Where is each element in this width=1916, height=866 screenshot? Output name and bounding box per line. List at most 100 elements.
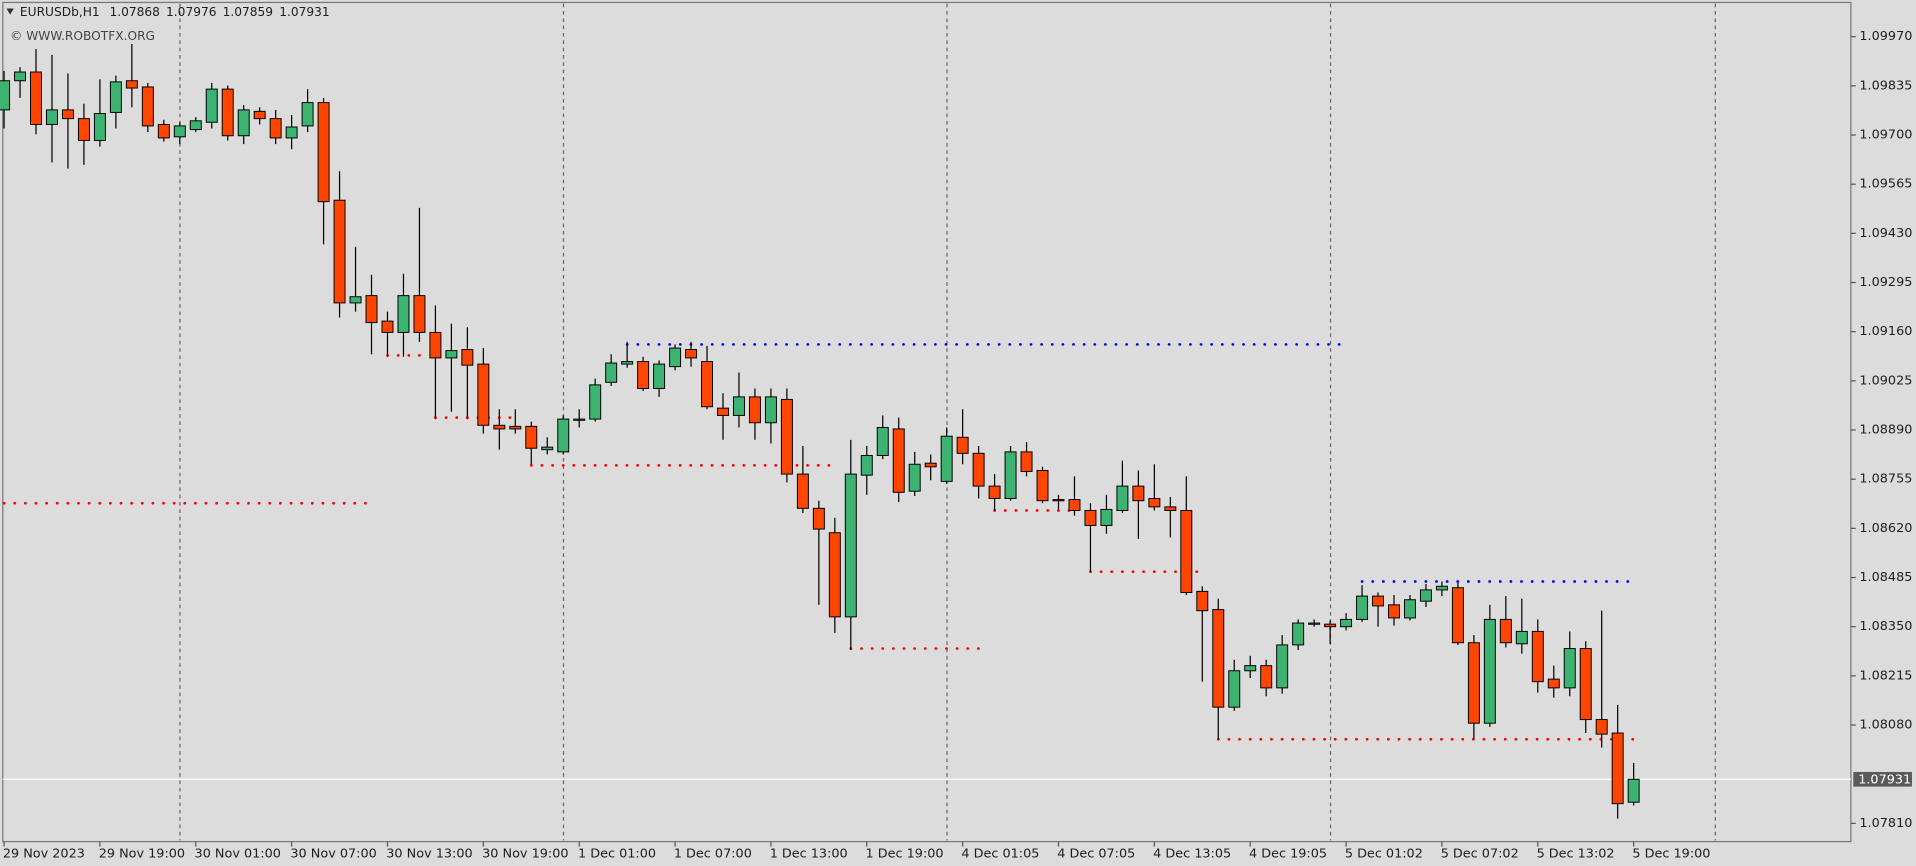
candle-body bbox=[285, 126, 298, 139]
candle-body bbox=[157, 123, 170, 139]
candle-body bbox=[1531, 630, 1544, 683]
candle-body bbox=[1292, 622, 1305, 646]
candle-body bbox=[125, 80, 138, 89]
candle-body bbox=[93, 113, 106, 141]
candle-body bbox=[1116, 485, 1129, 511]
x-tick-label: 4 Dec 19:05 bbox=[1249, 846, 1327, 861]
candle-body bbox=[1132, 485, 1145, 502]
candle-body bbox=[14, 71, 27, 82]
candle-body bbox=[685, 349, 698, 359]
y-tick-label: 1.09700 bbox=[1859, 128, 1912, 143]
y-tick-label: 1.09025 bbox=[1859, 373, 1912, 388]
x-tick-label: 29 Nov 2023 bbox=[3, 846, 85, 861]
candle-body bbox=[365, 295, 378, 324]
plot-frame bbox=[2, 1, 1852, 843]
candle-body bbox=[1547, 678, 1560, 689]
candle-body bbox=[509, 425, 522, 430]
candle-body bbox=[1052, 499, 1065, 502]
candle-body bbox=[1196, 590, 1209, 612]
candle-body bbox=[381, 320, 394, 333]
candle-body bbox=[605, 362, 618, 383]
candle-body bbox=[1483, 618, 1496, 724]
candle-body bbox=[796, 473, 809, 509]
current-price-label: 1.07931 bbox=[1858, 772, 1911, 787]
current-price-box bbox=[1853, 771, 1912, 787]
candle-body bbox=[525, 425, 538, 449]
last-high: 1.07976 bbox=[166, 5, 216, 19]
candle-body bbox=[1100, 508, 1113, 526]
candle-body bbox=[1068, 499, 1081, 511]
candle-body bbox=[1467, 642, 1480, 724]
candle-body bbox=[237, 109, 250, 137]
candle-body bbox=[46, 109, 58, 125]
candle-body bbox=[860, 455, 873, 476]
candle-body bbox=[61, 109, 74, 120]
candle-body bbox=[1260, 665, 1273, 689]
candle-body bbox=[780, 398, 793, 475]
candle-body bbox=[828, 532, 841, 618]
candle-body bbox=[1419, 589, 1432, 602]
y-tick-label: 1.08350 bbox=[1859, 619, 1912, 634]
last-close: 1.07931 bbox=[279, 5, 329, 19]
candle-body bbox=[717, 407, 729, 416]
candle-body bbox=[1451, 587, 1464, 644]
candle-body bbox=[908, 463, 921, 492]
candle-body bbox=[1627, 778, 1640, 803]
x-tick-label: 30 Nov 13:00 bbox=[386, 846, 472, 861]
candle-body bbox=[924, 462, 937, 468]
candle-body bbox=[317, 102, 330, 203]
candle-body bbox=[413, 295, 426, 333]
x-tick-label: 5 Dec 13:02 bbox=[1537, 846, 1615, 861]
candle-body bbox=[1164, 506, 1177, 511]
x-tick-label: 5 Dec 07:02 bbox=[1441, 846, 1519, 861]
candle-body bbox=[1611, 732, 1624, 805]
candle-body bbox=[956, 436, 969, 454]
candle-body bbox=[573, 418, 586, 421]
x-tick-label: 29 Nov 19:00 bbox=[99, 846, 185, 861]
candle-body bbox=[541, 446, 554, 451]
candle-body bbox=[1324, 623, 1337, 628]
y-tick-label: 1.08755 bbox=[1859, 472, 1912, 487]
y-tick-label: 1.09295 bbox=[1859, 275, 1912, 290]
y-tick-label: 1.08215 bbox=[1859, 668, 1912, 683]
y-tick-label: 1.09160 bbox=[1859, 324, 1912, 339]
y-tick-label: 1.08485 bbox=[1859, 570, 1912, 585]
symbol: EURUSDb,H1 bbox=[20, 5, 100, 19]
x-tick-label: 30 Nov 19:00 bbox=[482, 846, 568, 861]
menu-triangle[interactable] bbox=[6, 8, 14, 15]
y-tick-label: 1.08620 bbox=[1859, 521, 1912, 536]
candle-body bbox=[1036, 469, 1049, 502]
candle-body bbox=[333, 199, 346, 304]
candle-body bbox=[748, 396, 761, 424]
y-tick-label: 1.09970 bbox=[1859, 29, 1912, 44]
x-tick-label: 5 Dec 19:00 bbox=[1632, 846, 1710, 861]
candle-body bbox=[732, 396, 745, 416]
candle-body bbox=[1435, 585, 1448, 591]
candle-body bbox=[141, 86, 154, 127]
candle-body bbox=[349, 296, 362, 304]
candle-body bbox=[1004, 451, 1017, 499]
candle-body bbox=[557, 418, 570, 453]
candle-body bbox=[269, 118, 282, 139]
x-tick-label: 4 Dec 07:05 bbox=[1057, 846, 1135, 861]
x-tick-label: 30 Nov 07:00 bbox=[290, 846, 376, 861]
candle-body bbox=[0, 80, 11, 111]
candle-body bbox=[1372, 595, 1385, 607]
x-tick-label: 1 Dec 13:00 bbox=[770, 846, 848, 861]
candle-body bbox=[1356, 595, 1369, 620]
candle-body bbox=[972, 452, 985, 487]
candle-body bbox=[493, 424, 506, 430]
candle-body bbox=[812, 507, 825, 530]
candle-body bbox=[1276, 644, 1289, 689]
candle-body bbox=[1595, 719, 1608, 735]
x-tick-label: 1 Dec 19:00 bbox=[866, 846, 944, 861]
candle-body bbox=[892, 428, 905, 493]
candle-body bbox=[1228, 670, 1241, 708]
candle-body bbox=[844, 473, 857, 618]
candle-body bbox=[701, 361, 714, 408]
candle-body bbox=[1403, 599, 1416, 619]
candle-body bbox=[30, 71, 42, 125]
candle-body bbox=[1244, 665, 1257, 672]
candle-body bbox=[445, 350, 458, 359]
